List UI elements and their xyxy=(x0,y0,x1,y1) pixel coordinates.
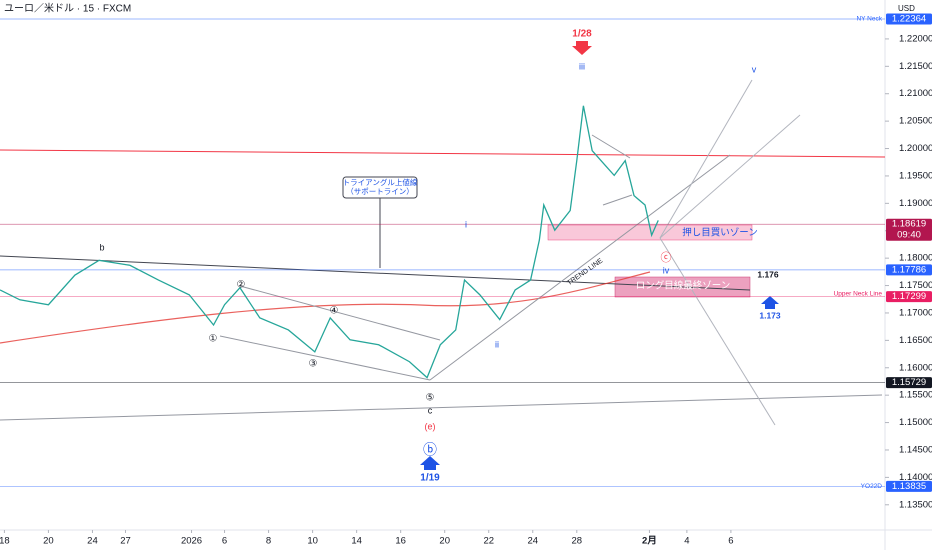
y-tick-label: 1.13500 xyxy=(899,499,932,510)
price-tag-label: 1.17786 xyxy=(892,264,926,275)
price-tag-label: 1.17299 xyxy=(892,291,926,302)
y-tick-label: 1.15000 xyxy=(899,417,932,428)
price-tag-label: 1.13835 xyxy=(892,481,926,492)
x-tick-label: 28 xyxy=(572,536,583,547)
price-tag-label: 1.22364 xyxy=(892,13,926,24)
moving-average xyxy=(0,271,651,344)
up-arrow xyxy=(420,456,440,470)
callout-box xyxy=(342,176,418,199)
y-tick-label: 1.22000 xyxy=(899,33,932,44)
annotation: b xyxy=(99,242,104,252)
price-tag-time: 09:40 xyxy=(897,230,921,241)
annotation: iv xyxy=(663,265,670,275)
annotation: v xyxy=(752,64,757,74)
y-tick-label: 1.20000 xyxy=(899,143,932,154)
level-name: Upper Neck Line xyxy=(834,290,883,297)
projection-line xyxy=(659,79,753,239)
x-tick-label: 6 xyxy=(222,536,227,547)
trend-line-black xyxy=(0,255,751,291)
price-tag-label: 1.18619 xyxy=(892,219,926,230)
down-arrow xyxy=(572,41,592,55)
y-tick-label: 1.17500 xyxy=(899,280,932,291)
x-tick-label: 24 xyxy=(527,536,538,547)
currency: USD xyxy=(898,4,915,13)
annotation: (e) xyxy=(425,421,436,431)
trend-line xyxy=(429,154,731,381)
up-arrow xyxy=(761,296,779,309)
y-tick-label: 1.16000 xyxy=(899,362,932,373)
y-tick-label: 1.14500 xyxy=(899,444,932,455)
price-tag-label: 1.15729 xyxy=(892,377,926,388)
level-name: YO22D xyxy=(861,483,883,490)
channel-line xyxy=(219,335,431,381)
y-tick-label: 1.19000 xyxy=(899,198,932,209)
channel-line xyxy=(239,285,441,341)
x-tick-label: 18 xyxy=(0,536,10,547)
annotation: i xyxy=(465,219,467,229)
price-tag xyxy=(886,480,932,492)
projection-line xyxy=(659,114,801,239)
x-tick-label: 8 xyxy=(266,536,271,547)
y-tick-label: 1.15500 xyxy=(899,390,932,401)
annotation: ⑤ xyxy=(426,393,435,404)
y-tick-label: 1.16500 xyxy=(899,335,932,346)
triangle-line xyxy=(602,194,633,206)
y-tick-label: 1.19500 xyxy=(899,170,932,181)
x-tick-label: 2026 xyxy=(181,536,202,547)
annotation: 1.173 xyxy=(759,310,781,320)
x-tick-label: 27 xyxy=(120,536,131,547)
symbol: ユーロ／米ドル · 15 · FXCM xyxy=(4,2,131,15)
price-tag xyxy=(886,264,932,276)
x-tick-label: 20 xyxy=(43,536,54,547)
y-tick-label: 1.14000 xyxy=(899,472,932,483)
annotation: （サポートライン） xyxy=(346,187,414,196)
resistance-line xyxy=(0,149,886,158)
x-tick-label: 22 xyxy=(483,536,494,547)
y-tick-label: 1.20500 xyxy=(899,116,932,127)
x-tick-label: 10 xyxy=(307,536,318,547)
annotation: ⓒ xyxy=(661,251,672,264)
annotation: ロング目線最終ゾーン xyxy=(636,280,731,292)
annotation: iii xyxy=(579,61,585,71)
annotation: c xyxy=(428,405,433,415)
price-line xyxy=(0,105,659,379)
annotation: ⓑ xyxy=(423,442,437,458)
price-tag xyxy=(886,13,932,25)
triangle-line xyxy=(591,134,631,159)
x-tick-label: 6 xyxy=(728,536,733,547)
x-tick-label: 2月 xyxy=(642,536,657,547)
x-tick-label: 20 xyxy=(439,536,450,547)
price-tag xyxy=(886,291,932,303)
annotation: ② xyxy=(237,280,246,291)
x-tick-label: 16 xyxy=(395,536,406,547)
price-tag xyxy=(886,218,932,241)
x-tick-label: 24 xyxy=(87,536,98,547)
annotation: トライアングル上値線 xyxy=(343,177,418,187)
annotation: 1/19 xyxy=(420,473,440,484)
level-name: NY Neck xyxy=(856,16,882,23)
x-tick-label: 14 xyxy=(351,536,362,547)
annotation: 1.176 xyxy=(757,269,779,279)
annotation: 押し目買いゾーン xyxy=(682,227,758,239)
annotation: ④ xyxy=(330,306,339,317)
projection-line xyxy=(659,237,776,426)
annotation: ③ xyxy=(309,359,318,370)
y-tick-label: 1.21000 xyxy=(899,88,932,99)
y-tick-label: 1.18000 xyxy=(899,253,932,264)
price-tag xyxy=(886,377,932,389)
annotation: ① xyxy=(209,334,218,345)
annotation: ii xyxy=(495,339,499,349)
y-tick-label: 1.21500 xyxy=(899,61,932,72)
x-tick-label: 4 xyxy=(684,536,689,547)
y-tick-label: 1.17000 xyxy=(899,307,932,318)
lower-line xyxy=(0,394,883,421)
annotation: 1/28 xyxy=(572,29,592,40)
